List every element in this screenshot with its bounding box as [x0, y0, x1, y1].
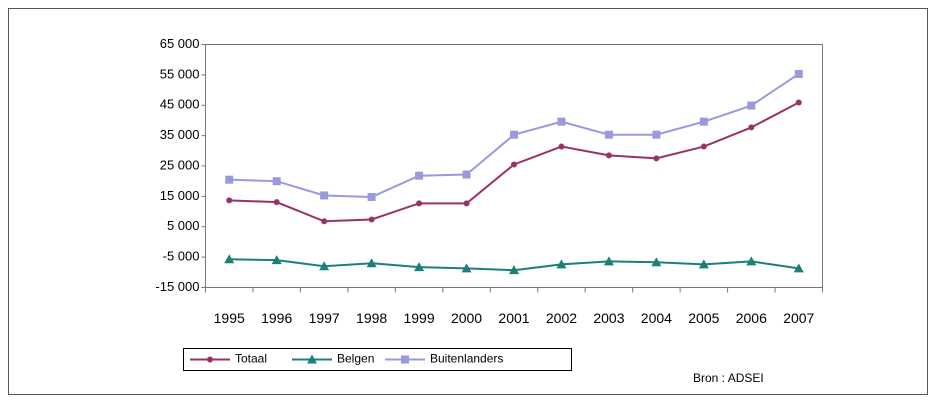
data-point: [511, 161, 517, 168]
x-tick-label: 2003: [593, 310, 624, 326]
data-point: [368, 216, 375, 223]
legend-marker: [401, 355, 409, 364]
data-point: [652, 130, 661, 139]
legend-label: Totaal: [235, 352, 267, 366]
data-point: [603, 256, 614, 266]
data-point: [224, 254, 235, 264]
data-point: [556, 259, 567, 269]
data-point: [700, 143, 707, 150]
y-tick-label: 25 000: [160, 157, 200, 172]
y-tick-label: 45 000: [160, 97, 200, 112]
y-tick-label: 35 000: [160, 127, 200, 142]
data-point: [509, 265, 519, 275]
data-point: [699, 117, 708, 126]
data-point: [321, 218, 328, 225]
legend-marker: [307, 354, 317, 364]
data-point: [320, 191, 329, 200]
x-tick-label: 2000: [451, 310, 482, 326]
data-point: [226, 197, 233, 204]
data-point: [604, 130, 613, 139]
data-point: [558, 143, 565, 150]
data-point: [416, 200, 423, 207]
data-point: [793, 263, 804, 273]
x-tick-label: 2006: [736, 310, 767, 326]
y-tick-label: 65 000: [160, 36, 200, 51]
legend-label: Belgen: [337, 352, 374, 366]
x-tick-label: 2007: [783, 310, 814, 326]
data-point: [415, 171, 424, 180]
y-tick-label: 5 000: [167, 218, 200, 233]
legend-marker: [207, 356, 213, 363]
legend-label: Buitenlanders: [430, 352, 503, 366]
data-point: [605, 152, 612, 159]
legend-box: [183, 348, 572, 371]
data-point: [557, 117, 566, 126]
data-point: [367, 192, 376, 201]
data-point: [366, 258, 377, 268]
data-point: [510, 130, 518, 139]
data-point: [319, 261, 330, 271]
data-point: [462, 170, 471, 179]
x-tick-label: 2001: [498, 310, 529, 326]
data-point: [461, 263, 472, 273]
x-tick-label: 2002: [546, 310, 577, 326]
data-point: [463, 200, 470, 207]
data-point: [273, 199, 280, 206]
data-point: [651, 257, 662, 267]
x-tick-label: 1997: [309, 310, 340, 326]
x-tick-label: 2005: [688, 310, 719, 326]
data-point: [271, 255, 282, 265]
data-point: [414, 262, 425, 272]
data-point: [747, 101, 756, 110]
y-tick-label: -5 000: [163, 249, 200, 264]
x-tick-label: 1999: [403, 310, 434, 326]
data-point: [698, 259, 709, 269]
x-tick-label: 1996: [261, 310, 292, 326]
data-point: [272, 177, 281, 186]
x-tick-label: 1998: [356, 310, 387, 326]
y-tick-label: 15 000: [160, 188, 200, 203]
data-point: [653, 155, 660, 162]
data-point: [795, 99, 802, 106]
x-tick-label: 1995: [214, 310, 245, 326]
x-tick-label: 2004: [641, 310, 672, 326]
y-tick-label: -15 000: [155, 279, 199, 294]
data-point: [746, 256, 757, 266]
data-point: [225, 175, 234, 184]
y-tick-label: 55 000: [160, 66, 200, 81]
data-point: [794, 69, 803, 78]
data-point: [748, 124, 755, 131]
source-note: Bron : ADSEI: [693, 371, 764, 385]
